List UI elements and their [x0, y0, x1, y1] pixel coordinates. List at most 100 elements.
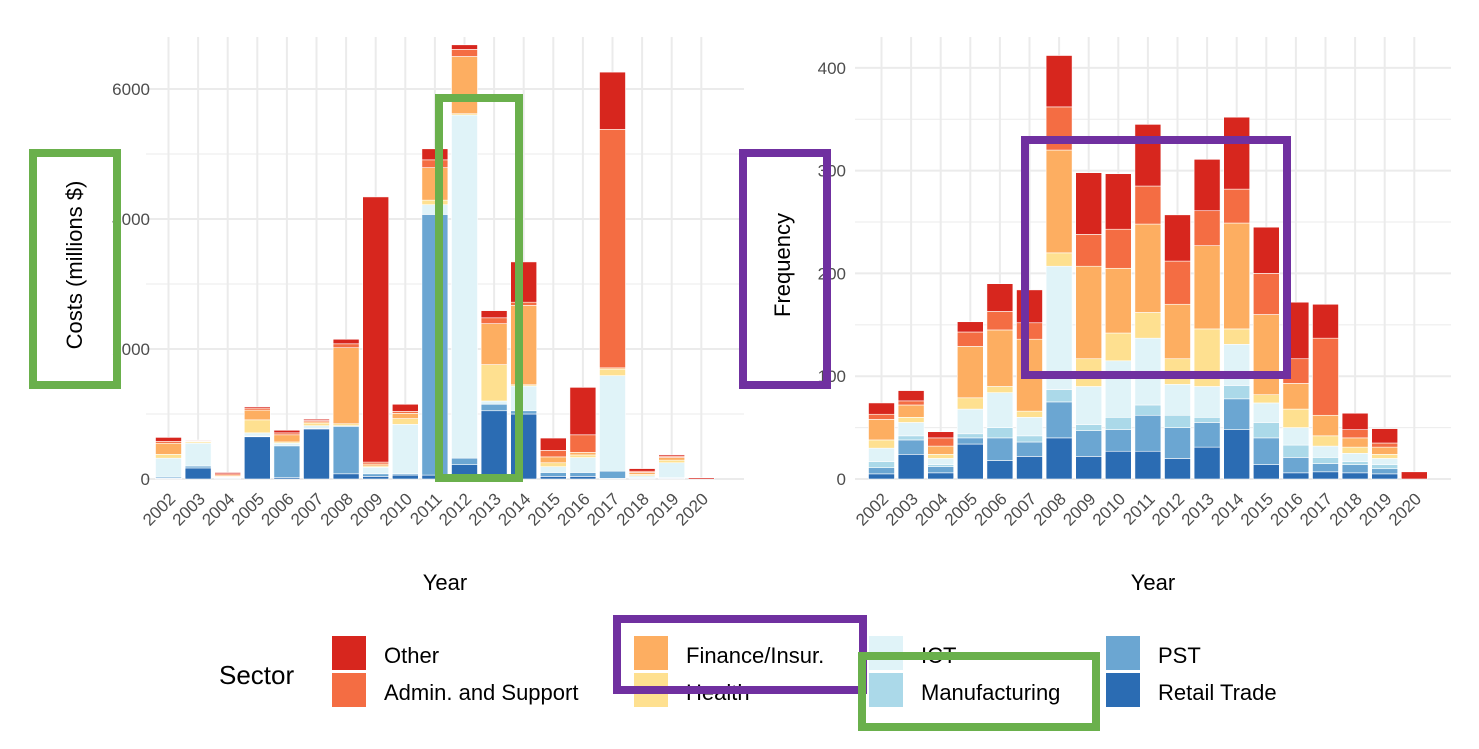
bar-manufacturing-2015: [1253, 422, 1280, 439]
bar-health-2017: [599, 368, 626, 376]
bar-health-2007: [1016, 410, 1043, 418]
bar-pst-2014: [1223, 398, 1250, 430]
x-tick-label: 2007: [1000, 489, 1040, 529]
x-tick-label: 2012: [435, 489, 475, 529]
bar-manufacturing-2012: [1164, 414, 1191, 428]
x-tick-label: 2012: [1148, 489, 1188, 529]
bar-manufacturing-2017: [1312, 457, 1339, 464]
bar-ict-2004: [927, 458, 955, 465]
bar-admin-and-support-2014: [1223, 188, 1250, 224]
x-tick-label: 2020: [672, 489, 712, 529]
bar-ict-2017: [599, 375, 626, 472]
bar-other-2005: [244, 406, 271, 409]
bar-pst-2016: [569, 472, 597, 477]
bar-admin-and-support-2007: [1016, 322, 1043, 340]
x-tick-label: 2006: [971, 489, 1011, 529]
bar-retail-trade-2018: [1341, 472, 1369, 480]
bar-admin-and-support-2005: [956, 331, 984, 347]
bar-other-2010: [391, 403, 419, 412]
bar-other-2018: [1341, 412, 1369, 430]
bar-health-2014: [1223, 328, 1250, 345]
bar-admin-and-support-2003: [897, 400, 925, 406]
bar-manufacturing-2018: [1341, 461, 1369, 465]
bar-retail-trade-2013: [1193, 446, 1221, 480]
bar-pst-2014: [510, 410, 538, 415]
bar-pst-2006: [273, 445, 301, 479]
bar-other-2011: [421, 148, 449, 161]
bar-other-2014: [1223, 116, 1250, 190]
bar-manufacturing-2019: [1371, 464, 1398, 470]
bar-ict-2012: [451, 114, 478, 459]
x-tick-label: 2010: [1089, 489, 1129, 529]
bar-other-2004: [927, 431, 955, 439]
x-tick-label: 2019: [1355, 489, 1395, 529]
x-tick-label: 2011: [1119, 489, 1158, 528]
bar-retail-trade-2017: [1312, 471, 1339, 480]
y-tick-label: 6000: [112, 80, 150, 99]
y-tick-label: 4000: [112, 210, 150, 229]
y-tick-label: 400: [818, 59, 846, 78]
bar-retail-trade-2009: [362, 476, 390, 480]
legend-swatch-finance-insur: [634, 636, 668, 670]
bar-retail-trade-2003: [184, 467, 212, 480]
bar-admin-and-support-2011: [1134, 185, 1162, 225]
bar-health-2011: [421, 199, 449, 205]
x-tick-label: 2003: [169, 489, 209, 529]
bar-manufacturing-2008: [1045, 389, 1073, 403]
bar-admin-and-support-2002: [868, 413, 895, 420]
bar-health-2004: [927, 454, 955, 459]
bar-other-2006: [986, 283, 1014, 312]
bar-retail-trade-2009: [1075, 456, 1102, 480]
bar-finance-insur-2012: [1164, 303, 1191, 360]
bar-pst-2018: [1341, 464, 1369, 474]
x-axis-title: Year: [423, 570, 467, 595]
bar-ict-2012: [1164, 384, 1191, 416]
bar-manufacturing-2010: [1105, 417, 1132, 430]
bar-health-2011: [1134, 312, 1162, 339]
bar-other-2019: [658, 454, 686, 457]
bar-pst-2011: [1134, 414, 1162, 452]
bar-ict-2009: [1075, 386, 1102, 425]
bar-admin-and-support-2011: [421, 159, 449, 168]
bar-retail-trade-2015: [1253, 464, 1280, 480]
legend-swatch-manufacturing: [869, 673, 903, 707]
bar-ict-2010: [391, 424, 419, 475]
bar-admin-and-support-2010: [1105, 228, 1132, 269]
bar-ict-2010: [1105, 360, 1132, 418]
x-tick-label: 2010: [376, 489, 416, 529]
bar-manufacturing-2003: [897, 435, 925, 441]
bar-finance-insur-2006: [273, 434, 301, 443]
legend-label-other: Other: [384, 643, 439, 668]
bar-pst-2009: [362, 473, 390, 477]
bar-finance-insur-2004: [927, 445, 955, 455]
bar-health-2007: [303, 422, 330, 427]
legend-swatch-other: [332, 636, 366, 670]
bar-manufacturing-2014: [1223, 385, 1250, 400]
bar-finance-insur-2011: [421, 167, 449, 201]
bar-health-2002: [868, 439, 895, 449]
bar-manufacturing-2016: [1282, 444, 1310, 458]
bar-pst-2015: [1253, 437, 1280, 465]
bar-ict-2017: [1312, 445, 1339, 458]
bar-ict-2013: [1193, 386, 1221, 418]
bar-health-2016: [569, 454, 597, 458]
bar-admin-and-support-2009: [1075, 234, 1102, 267]
bar-finance-insur-2013: [1193, 245, 1221, 330]
bar-pst-2011: [421, 214, 449, 476]
bar-other-2012: [1164, 214, 1191, 262]
ylabel-highlight-box: [29, 149, 121, 389]
legend-label-manufacturing: Manufacturing: [921, 680, 1060, 705]
legend-highlight-box-manufacturing: [858, 652, 1100, 731]
bar-pst-2006: [986, 437, 1014, 461]
x-tick-label: 2004: [911, 489, 951, 529]
x-tick-label: 2014: [494, 489, 534, 529]
bar-admin-and-support-2013: [1193, 210, 1221, 246]
bar-admin-and-support-2015: [1253, 273, 1280, 315]
y-tick-label: 2000: [112, 340, 150, 359]
bar-finance-insur-2015: [539, 456, 567, 464]
bar-ict-2011: [421, 204, 449, 215]
x-tick-label: 2015: [524, 489, 564, 529]
y-tick-label: 0: [141, 470, 150, 489]
bar-other-2005: [956, 321, 984, 333]
bar-other-2014: [510, 261, 538, 303]
